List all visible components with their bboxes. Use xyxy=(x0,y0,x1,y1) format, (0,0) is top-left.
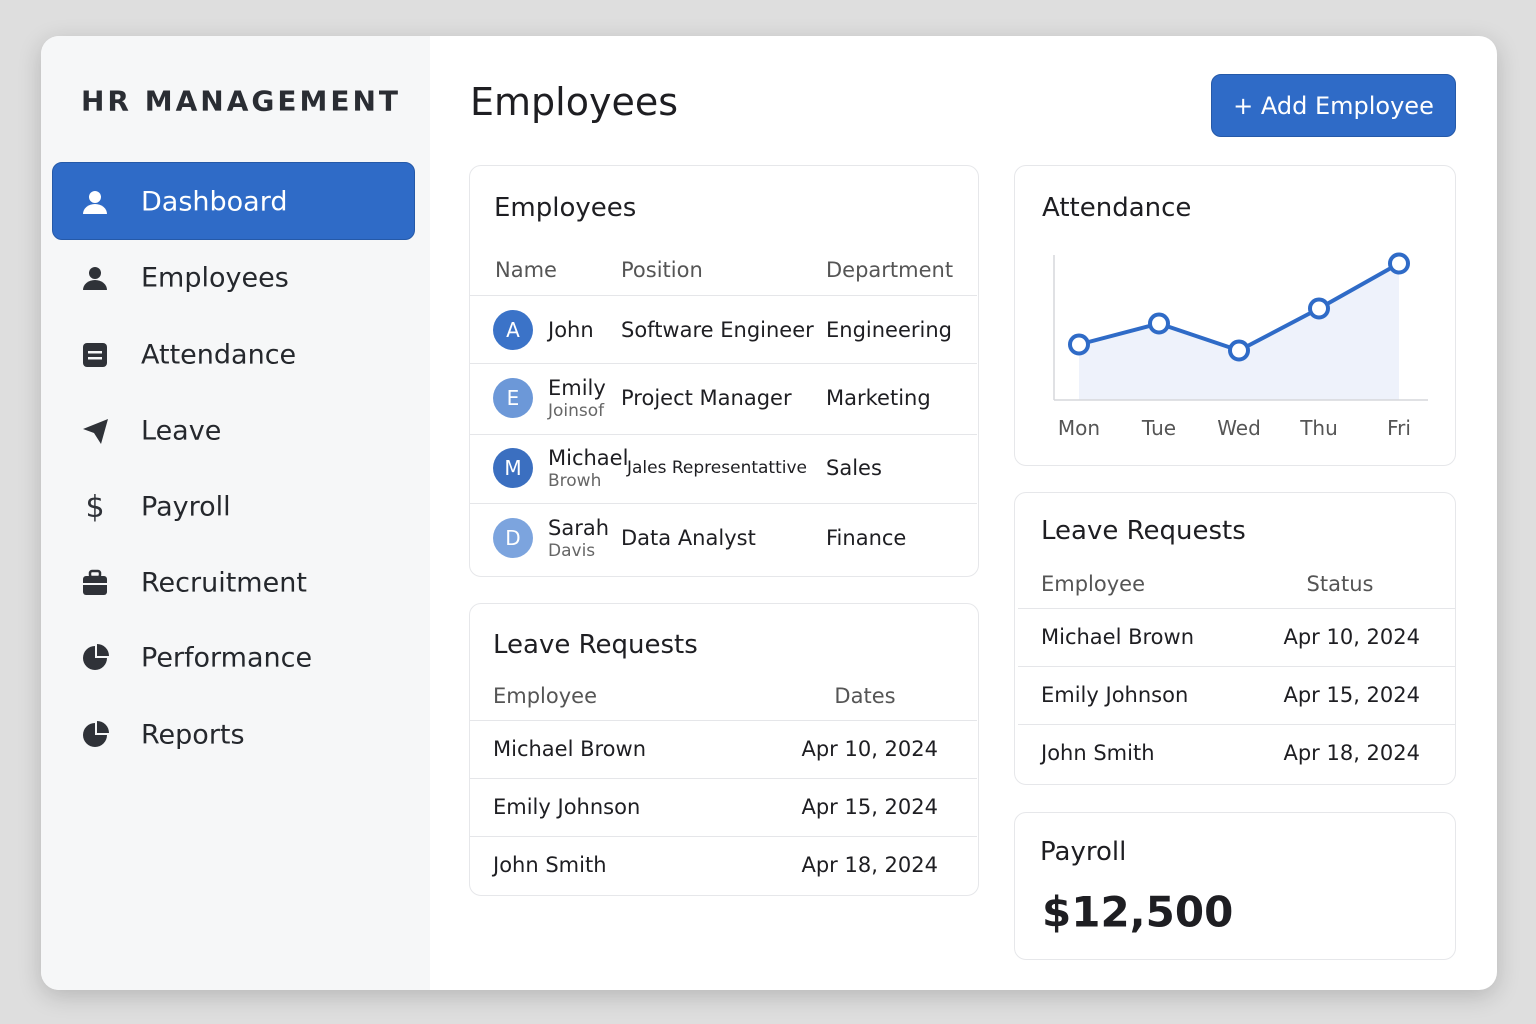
icon xyxy=(83,644,109,670)
employee-department: Marketing xyxy=(826,386,931,410)
employee-department: Engineering xyxy=(826,318,952,342)
employee-position: Software Engineer xyxy=(621,318,814,342)
divider xyxy=(470,434,977,435)
payroll-amount: $12,500 xyxy=(1042,887,1234,937)
employee-last-name: Davis xyxy=(548,541,596,561)
icon xyxy=(83,267,107,290)
nav-item[interactable]: Dashboard xyxy=(141,186,288,218)
nav-item[interactable]: Recruitment xyxy=(141,567,307,599)
nav-icon xyxy=(81,721,111,751)
add-employee-button[interactable]: + Add Employee xyxy=(1211,74,1456,137)
employee-first-name: Emily xyxy=(548,376,606,400)
column-header: Department xyxy=(826,258,954,282)
employee-last-name: Joinsof xyxy=(548,401,605,421)
leave-date: Apr 10, 2024 xyxy=(801,737,938,761)
nav-item[interactable]: Employees xyxy=(141,262,289,294)
leave-employee: John Smith xyxy=(493,853,607,877)
avatar: D xyxy=(493,518,533,558)
nav-icon xyxy=(81,264,111,294)
leave-date: Apr 10, 2024 xyxy=(1283,625,1420,649)
column-header: Position xyxy=(621,258,703,282)
avatar: M xyxy=(493,448,533,488)
divider xyxy=(470,295,977,296)
icon xyxy=(83,343,107,367)
divider xyxy=(470,778,977,779)
leave-employee: Emily Johnson xyxy=(1041,683,1189,707)
svg-text:$: $ xyxy=(85,493,104,523)
divider xyxy=(470,836,977,837)
card-title: Payroll xyxy=(1040,837,1127,867)
card-title: Employees xyxy=(494,193,637,223)
employee-first-name: Michael xyxy=(548,446,629,470)
nav-icon: $ xyxy=(81,490,111,525)
icon xyxy=(83,419,108,444)
avatar: A xyxy=(493,310,533,350)
nav-item[interactable]: Performance xyxy=(141,642,313,674)
column-header: Dates xyxy=(834,684,896,708)
nav-active[interactable] xyxy=(52,162,415,240)
payroll-card xyxy=(1014,812,1456,960)
divider xyxy=(470,363,977,364)
leave-card xyxy=(1014,492,1456,785)
nav-icon xyxy=(81,644,111,674)
leave-card xyxy=(469,603,979,896)
column-header: Name xyxy=(495,258,557,282)
leave-employee: Emily Johnson xyxy=(493,795,641,819)
divider xyxy=(1018,608,1455,609)
nav-item[interactable]: Reports xyxy=(141,719,245,751)
column-header: Employee xyxy=(1041,572,1146,596)
employee-first-name: John xyxy=(548,318,594,342)
nav-icon xyxy=(81,341,111,371)
brand: HR MANAGEMENT xyxy=(81,84,402,118)
leave-date: Apr 15, 2024 xyxy=(801,795,938,819)
employee-department: Sales xyxy=(826,456,882,480)
card-title: Leave Requests xyxy=(1041,516,1246,546)
nav-item[interactable]: Leave xyxy=(141,415,222,447)
divider xyxy=(470,503,977,504)
leave-date: Apr 18, 2024 xyxy=(1283,741,1420,765)
nav-icon xyxy=(81,188,111,218)
divider xyxy=(470,720,977,721)
employee-position: Project Manager xyxy=(621,386,792,410)
leave-date: Apr 18, 2024 xyxy=(801,853,938,877)
employee-position: Jales Representattive xyxy=(627,458,807,478)
leave-employee: John Smith xyxy=(1041,741,1155,765)
employees-card xyxy=(469,165,979,577)
nav-icon xyxy=(81,417,111,447)
icon xyxy=(83,191,107,214)
nav-item[interactable]: Payroll xyxy=(141,491,231,523)
employee-department: Finance xyxy=(826,526,907,550)
column-header: Status xyxy=(1306,572,1374,596)
employee-first-name: Sarah xyxy=(548,516,610,540)
leave-employee: Michael Brown xyxy=(1041,625,1195,649)
nav-item[interactable]: Attendance xyxy=(141,339,297,371)
column-header: Employee xyxy=(493,684,598,708)
employee-last-name: Browh xyxy=(548,471,602,491)
leave-employee: Michael Brown xyxy=(493,737,647,761)
icon: $ xyxy=(85,490,104,525)
icon xyxy=(83,721,109,747)
employee-position: Data Analyst xyxy=(621,526,756,550)
avatar: E xyxy=(493,378,533,418)
card-title: Leave Requests xyxy=(493,630,698,660)
divider xyxy=(1018,666,1455,667)
card-title: Attendance xyxy=(1042,193,1192,223)
divider xyxy=(1018,724,1455,725)
page-title: Employees xyxy=(470,80,678,124)
nav-icon xyxy=(81,569,111,599)
leave-date: Apr 15, 2024 xyxy=(1283,683,1420,707)
icon xyxy=(83,569,107,595)
